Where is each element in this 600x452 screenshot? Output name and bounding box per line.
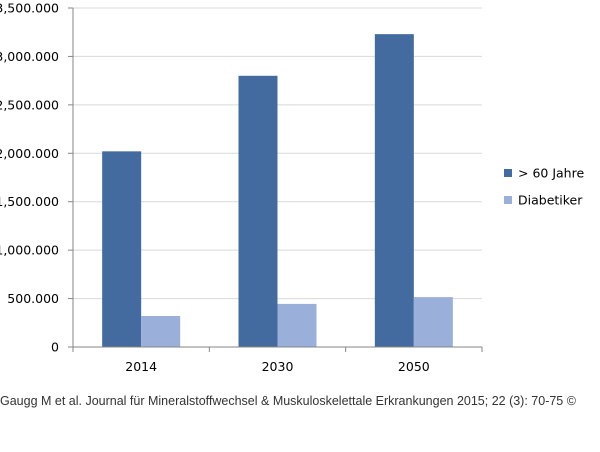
axes bbox=[68, 7, 483, 352]
bar-over-60-2030 bbox=[238, 75, 278, 348]
y-tick-label: 500.000 bbox=[7, 291, 59, 306]
legend-swatch bbox=[504, 196, 512, 204]
legend-label: > 60 Jahre bbox=[518, 166, 584, 181]
y-tick-label: 2,500.000 bbox=[0, 97, 59, 112]
y-tick-label: 1,500.000 bbox=[0, 194, 59, 209]
legend: > 60 Jahre Diabetiker bbox=[504, 166, 584, 208]
y-axis-ticks: 0 500.000 1,000.000 1,500.000 2,000.000 2,500… bbox=[0, 1, 59, 355]
bars bbox=[102, 34, 453, 348]
x-axis-ticks: 2014 2030 2050 bbox=[125, 359, 430, 374]
x-tick-label: 2030 bbox=[262, 359, 294, 374]
x-tick-label: 2014 bbox=[125, 359, 157, 374]
legend-label: Diabetiker bbox=[518, 193, 583, 208]
bar-over-60-2050 bbox=[374, 34, 414, 347]
bar-over-60-2014 bbox=[102, 151, 142, 347]
y-tick-label: 2,000.000 bbox=[0, 146, 59, 161]
source-caption: Gaugg M et al. Journal für Mineralstoffw… bbox=[0, 394, 576, 408]
bar-diabetics-2030 bbox=[277, 303, 317, 347]
y-tick-label: 1,000.000 bbox=[0, 243, 59, 258]
y-tick-label: 3,500.000 bbox=[0, 1, 59, 16]
y-tick-label: 3,000.000 bbox=[0, 49, 59, 64]
bar-chart: 0 500.000 1,000.000 1,500.000 2,000.000 2,500… bbox=[0, 1, 584, 375]
bar-diabetics-2014 bbox=[141, 316, 181, 347]
x-tick-label: 2050 bbox=[398, 359, 430, 374]
y-tick-label: 0 bbox=[51, 340, 59, 355]
legend-swatch bbox=[504, 169, 512, 177]
bar-diabetics-2050 bbox=[413, 297, 453, 347]
